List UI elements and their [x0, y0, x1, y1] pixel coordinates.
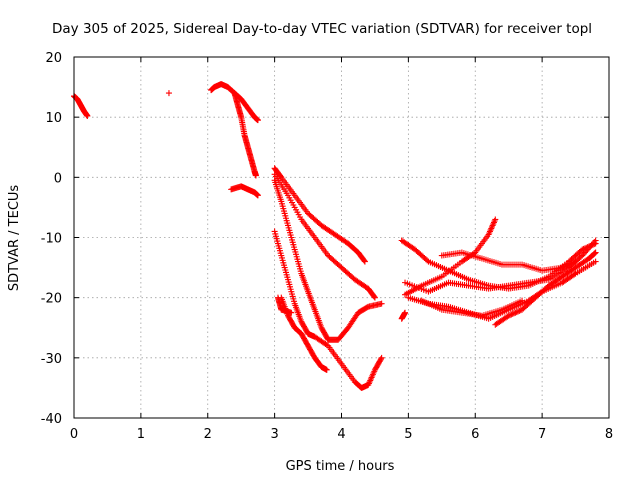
data-point	[561, 263, 568, 270]
data-point	[252, 172, 259, 179]
data-point	[424, 257, 431, 264]
data-point	[323, 366, 330, 373]
data-point	[361, 257, 368, 264]
data-point	[591, 250, 598, 257]
data-point	[563, 262, 570, 269]
x-tick-label: 0	[70, 427, 78, 442]
data-point	[509, 310, 516, 317]
data-point	[591, 241, 598, 248]
data-point	[580, 245, 587, 252]
data-point	[591, 250, 598, 257]
data-point	[512, 309, 519, 316]
data-point	[577, 253, 584, 260]
data-point	[371, 293, 378, 300]
series-track-s	[492, 249, 599, 328]
data-point	[587, 242, 594, 249]
y-tick-label: 10	[45, 111, 62, 126]
x-tick-label: 7	[538, 427, 546, 442]
data-point	[585, 243, 592, 250]
data-point	[378, 354, 385, 361]
data-point	[323, 341, 330, 348]
x-tick-labels: 0 1 2 3 4 5 6 7 8	[70, 427, 613, 442]
y-tick-labels: -40 -30 -20 -10 0 10 20	[41, 51, 62, 427]
series-track-b	[165, 90, 172, 97]
y-tick-label: 0	[54, 171, 62, 186]
y-axis-label: SDTVAR / TECUs	[7, 185, 22, 292]
data-point	[564, 262, 571, 269]
data-point	[378, 300, 385, 307]
y-tick-label: -10	[41, 232, 62, 247]
data-point	[592, 249, 599, 256]
data-point	[592, 258, 599, 265]
data-point	[165, 90, 172, 97]
series-track-o	[398, 237, 599, 292]
data-point	[572, 258, 579, 265]
data-point	[361, 258, 368, 265]
data-point	[583, 244, 590, 251]
data-point	[581, 245, 588, 252]
data-point	[560, 263, 567, 270]
x-axis-label: GPS time / hours	[286, 459, 395, 474]
series-track-k	[274, 294, 295, 316]
data-point	[584, 244, 591, 251]
data-point	[492, 216, 499, 223]
data-point	[565, 261, 572, 268]
x-tick-label: 6	[471, 427, 479, 442]
data-point	[516, 307, 523, 314]
data-point	[377, 356, 384, 363]
y-tick-label: -40	[41, 412, 62, 427]
data-point	[371, 294, 378, 301]
data-point	[505, 312, 512, 319]
x-tick-label: 4	[337, 427, 345, 442]
series-track-e	[228, 183, 261, 199]
x-tick-label: 2	[204, 427, 212, 442]
x-tick-label: 3	[270, 427, 278, 442]
data-point	[568, 260, 575, 267]
series-track-l	[398, 309, 409, 322]
data-point	[515, 308, 522, 315]
series-track-c	[208, 81, 261, 124]
data-point	[571, 259, 578, 266]
data-point	[508, 311, 515, 318]
series-track-r	[418, 297, 526, 319]
data-point	[567, 260, 574, 267]
y-tick-label: -20	[41, 292, 62, 307]
data-point	[288, 309, 295, 316]
axis-ticks	[73, 56, 610, 419]
x-tick-label: 8	[605, 427, 613, 442]
chart-title: Day 305 of 2025, Sidereal Day-to-day VTE…	[52, 21, 592, 37]
data-point	[254, 192, 261, 199]
series-track-f	[271, 165, 368, 265]
data-point	[571, 271, 578, 278]
data-point	[559, 264, 566, 271]
data-point	[579, 246, 586, 253]
series-track-g	[271, 171, 378, 301]
data-point	[569, 259, 576, 266]
y-tick-label: 20	[45, 51, 62, 66]
series-track-p	[438, 249, 579, 274]
data-point	[254, 117, 261, 124]
data-point	[513, 309, 520, 316]
data-point	[507, 312, 514, 319]
series-track-d	[231, 90, 259, 179]
data-point	[84, 112, 91, 119]
data-point	[519, 297, 526, 304]
series-track-h	[271, 177, 385, 343]
data-point	[588, 242, 595, 249]
data-point	[402, 309, 409, 316]
x-tick-label: 1	[137, 427, 145, 442]
data-point	[511, 310, 518, 317]
data-point	[592, 240, 599, 247]
data-points	[71, 81, 599, 391]
x-tick-label: 5	[404, 427, 412, 442]
y-tick-label: -30	[41, 352, 62, 367]
series-track-i	[271, 228, 385, 391]
data-point	[589, 241, 596, 248]
series-track-j	[278, 294, 330, 373]
